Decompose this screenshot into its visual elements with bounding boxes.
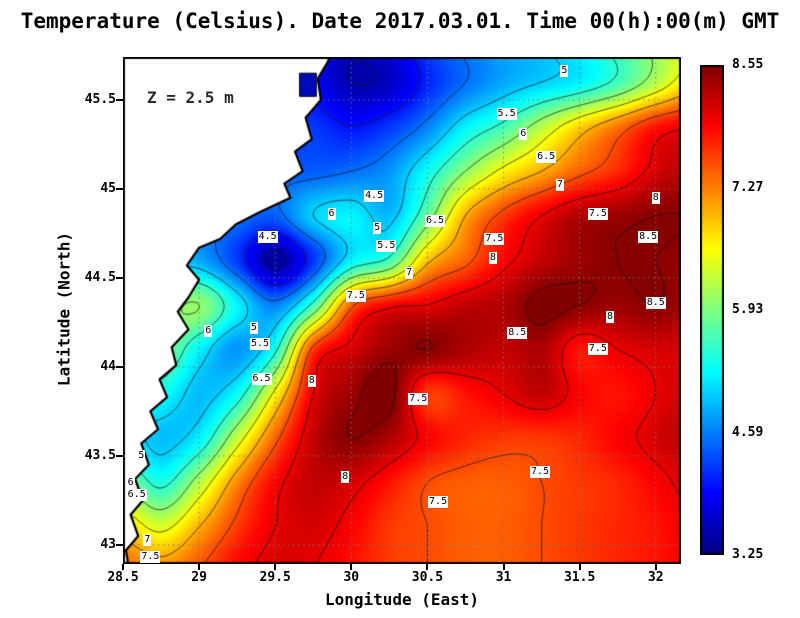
y-tick-label: 45.5	[84, 91, 116, 107]
contour-label: 6.5	[126, 489, 147, 502]
y-tick-mark	[116, 276, 123, 279]
y-tick-mark	[116, 365, 123, 368]
contour-label: 5	[249, 321, 258, 334]
depth-annotation: Z = 2.5 m	[147, 88, 234, 107]
contour-label: 7.5	[345, 289, 366, 302]
y-tick-label: 43.5	[84, 447, 116, 463]
contour-label: 4.5	[364, 190, 385, 203]
x-tick-label: 29	[191, 570, 207, 585]
colorbar-tick-label: 5.93	[732, 302, 764, 317]
contour-label: 5.5	[496, 108, 517, 121]
x-tick-label: 30.5	[411, 570, 444, 585]
plot-title: Temperature (Celsius). Date 2017.03.01. …	[20, 9, 780, 33]
contour-label: 6	[204, 325, 213, 338]
x-tick-mark	[426, 564, 429, 570]
x-tick-mark	[654, 564, 657, 570]
contour-label: 7.5	[140, 551, 161, 564]
x-tick-label: 31.5	[563, 570, 596, 585]
contour-label: 8	[651, 191, 660, 204]
contour-label: 8	[606, 311, 615, 324]
contour-label: 7.5	[408, 392, 429, 405]
contour-label: 7	[143, 533, 152, 546]
y-tick-label: 43	[100, 536, 116, 552]
x-tick-mark	[122, 564, 124, 570]
colorbar-tick-label: 3.25	[732, 547, 764, 562]
contour-label: 8.5	[638, 230, 659, 243]
plot-area: 5 5.5 6 6.5 7 7.5 8 8.5 4.5 4.5 6 5 5.5 6.5 7 7.5 7.5 8 8.…	[123, 57, 681, 564]
contour-label: 6	[126, 476, 135, 489]
contour-label: 7.5	[484, 232, 505, 245]
x-tick-mark	[274, 564, 277, 570]
x-tick-label: 32	[647, 570, 664, 585]
contour-label: 5	[137, 449, 146, 462]
y-tick-label: 44.5	[84, 269, 116, 285]
y-tick-mark	[116, 454, 123, 457]
x-tick-mark	[578, 564, 581, 570]
contour-label: 5.5	[376, 239, 397, 252]
x-tick-label: 30	[343, 570, 360, 585]
contour-label: 8.5	[507, 327, 528, 340]
y-tick-label: 45	[100, 180, 116, 196]
x-tick-mark	[198, 564, 201, 570]
contour-label: 5	[560, 65, 569, 78]
colorbar-tick-label: 4.59	[732, 424, 764, 440]
contour-label: 6	[519, 127, 528, 140]
y-tick-mark	[116, 98, 123, 101]
contour-label: 5	[373, 222, 382, 235]
y-tick-label: 44	[100, 358, 116, 374]
contour-label: 6.5	[424, 214, 446, 227]
contour-label: 6.5	[251, 373, 272, 386]
x-tick-label: 29.5	[259, 570, 291, 585]
contour-label: 7.5	[587, 343, 608, 356]
colorbar-tick-label: 8.55	[732, 57, 764, 72]
contour-label: 7	[405, 266, 414, 279]
temperature-map-canvas	[123, 57, 681, 564]
contour-label: 8	[307, 375, 316, 388]
y-tick-mark	[116, 187, 123, 190]
contour-label: 5.5	[249, 337, 271, 350]
contour-label: 8	[341, 471, 350, 484]
contour-label: 6	[327, 207, 336, 220]
x-tick-mark	[350, 564, 353, 570]
x-tick-label: 28.5	[107, 570, 139, 585]
x-tick-label: 31	[495, 570, 512, 585]
x-tick-mark	[502, 564, 505, 570]
contour-label: 4.5	[257, 230, 278, 243]
y-tick-mark	[116, 543, 123, 546]
contour-label: 8	[488, 252, 497, 265]
colorbar-tick-label: 7.27	[732, 179, 764, 195]
contour-label: 7	[555, 179, 564, 192]
contour-label: 8.5	[645, 296, 666, 309]
contour-label: 6.5	[536, 150, 557, 163]
x-axis-title: Longitude (East)	[324, 590, 480, 609]
colorbar-gradient	[700, 65, 724, 555]
contour-label: 7.5	[530, 465, 551, 478]
contour-label: 7.5	[587, 207, 608, 220]
contour-label: 7.5	[428, 496, 449, 509]
